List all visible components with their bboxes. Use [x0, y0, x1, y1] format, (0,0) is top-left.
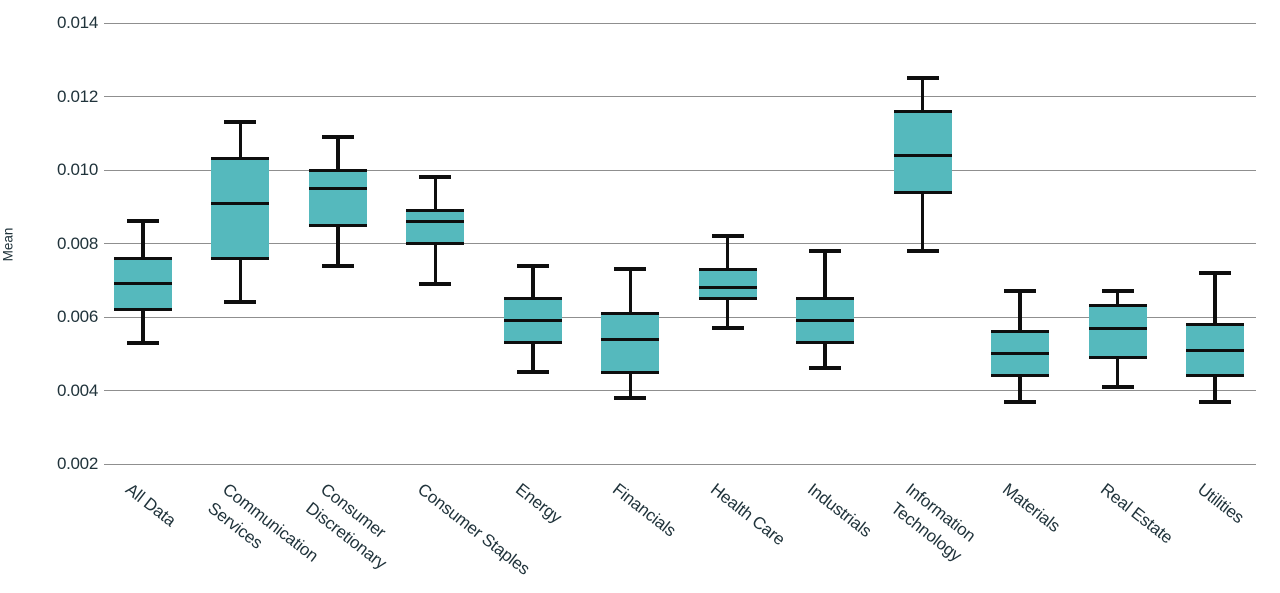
x-tick-label-energy: Energy — [511, 479, 566, 527]
gridline-0.008 — [104, 243, 1256, 244]
whisker-cap-min — [224, 300, 257, 305]
gridline-0.012 — [104, 96, 1256, 97]
whisker-cap-max — [224, 120, 257, 125]
whisker-cap-min — [614, 395, 647, 400]
iqr-box — [406, 208, 465, 245]
whisker-cap-max — [906, 76, 939, 81]
x-tick-label-health-care: Health Care — [706, 479, 789, 550]
y-axis-label: Mean — [0, 227, 16, 262]
gridline-0.014 — [104, 22, 1256, 24]
whisker-cap-min — [1004, 399, 1037, 404]
whisker-cap-min — [809, 366, 842, 371]
whisker-cap-max — [1198, 270, 1231, 275]
median-line — [796, 319, 855, 323]
iqr-box — [893, 109, 952, 194]
y-tick-label: 0.006 — [56, 307, 98, 326]
iqr-box — [601, 311, 660, 374]
median-line — [893, 153, 952, 157]
x-tick-label-information-technology: Information Technology — [886, 479, 979, 566]
x-tick-label-communication-services: Communication Services — [204, 479, 323, 566]
median-line — [211, 201, 270, 205]
y-tick-label: 0.014 — [56, 13, 98, 32]
median-line — [406, 219, 465, 223]
whisker-cap-max — [419, 175, 452, 180]
x-tick-label-materials: Materials — [999, 479, 1064, 536]
gridline-0.002 — [104, 463, 1256, 465]
whisker-cap-max — [1004, 289, 1037, 294]
median-line — [1185, 348, 1244, 352]
y-tick-label: 0.002 — [56, 454, 98, 473]
whisker-cap-max — [127, 219, 159, 224]
whisker-cap-min — [906, 248, 939, 253]
x-tick-label-utilities: Utilities — [1194, 479, 1248, 528]
median-line — [308, 186, 367, 190]
median-line — [991, 352, 1050, 356]
y-tick-label: 0.004 — [56, 380, 98, 400]
y-tick-label: 0.012 — [56, 86, 98, 106]
x-tick-label-all-data: All Data — [122, 479, 180, 531]
whisker-cap-min — [711, 326, 744, 331]
whisker-cap-max — [1101, 289, 1134, 294]
whisker-cap-max — [809, 248, 842, 253]
iqr-box — [308, 168, 367, 227]
x-tick-label-industrials: Industrials — [804, 479, 876, 541]
whisker-cap-min — [321, 263, 354, 268]
whisker-cap-min — [127, 340, 159, 345]
iqr-box — [211, 157, 270, 260]
iqr-box — [698, 267, 757, 301]
whisker-cap-max — [711, 234, 744, 239]
whisker-cap-max — [321, 134, 354, 139]
x-tick-label-financials: Financials — [609, 479, 680, 541]
y-tick-label: 0.010 — [56, 160, 98, 179]
whisker-cap-min — [419, 281, 452, 286]
whisker-cap-min — [1198, 399, 1231, 404]
median-line — [1088, 326, 1147, 330]
whisker-cap-min — [1101, 384, 1134, 389]
whisker-cap-min — [516, 370, 549, 375]
whisker-cap-max — [516, 263, 549, 268]
y-tick-label: 0.008 — [56, 233, 98, 253]
median-line — [503, 319, 562, 323]
median-line — [698, 286, 757, 290]
gridline-0.004 — [104, 390, 1256, 391]
median-line — [601, 337, 660, 341]
x-tick-label-real-estate: Real Estate — [1096, 479, 1176, 548]
whisker-cap-max — [614, 267, 647, 272]
gridline-0.010 — [104, 169, 1256, 171]
iqr-box — [1088, 304, 1147, 359]
x-tick-label-consumer-discretionary: Consumer Discretionary — [302, 479, 391, 573]
gridline-0.006 — [104, 316, 1256, 318]
median-line — [114, 282, 172, 286]
